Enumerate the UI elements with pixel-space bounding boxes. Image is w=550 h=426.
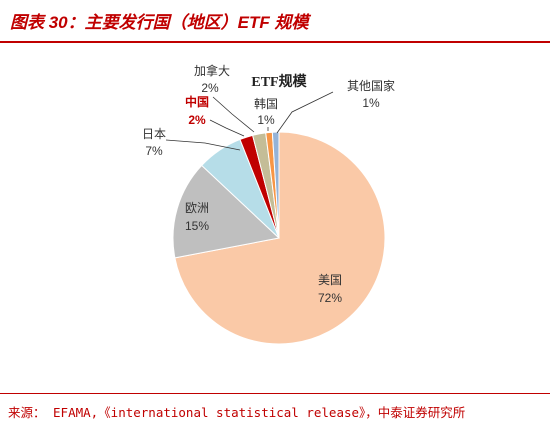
slice-4-name-label: 加拿大 [194,63,230,78]
slice-6-value-label: 1% [362,96,380,110]
slice-1-name-label: 欧洲 [185,201,209,215]
slice-2-name-label: 日本 [142,127,166,141]
figure-title: 图表 30：主要发行国（地区）ETF 规模 [10,13,309,32]
slice-0-value-label: 72% [318,291,342,305]
slice-1 [172,164,281,259]
slice-5-value-label: 1% [257,113,275,127]
slice-0-name-label: 美国 [318,273,342,287]
leader-lines [165,91,334,151]
chart-title: ETF规模 [251,73,307,90]
footer-divider [0,393,550,394]
slice-6-name-label: 其他国家 [347,78,395,93]
slice-1-value-label: 15% [185,219,209,233]
slice-3-name-label: 中国 [185,94,209,109]
slice-5-name-label: 韩国 [254,96,278,111]
slice-2-value-label: 7% [145,144,163,158]
pie-slices [172,131,386,345]
slice-3-leader-line [209,119,245,137]
source-note: 来源： EFAMA,《international statistical rel… [8,405,466,420]
slice-4-value-label: 2% [201,81,219,95]
slice-6-leader-line [276,91,334,134]
slice-2-leader-line [165,139,241,151]
slice-6 [271,131,280,239]
slice-0 [174,131,386,345]
slice-4-leader-line [212,96,255,133]
slice-3-value-label: 2% [188,113,206,127]
title-divider [0,41,550,43]
